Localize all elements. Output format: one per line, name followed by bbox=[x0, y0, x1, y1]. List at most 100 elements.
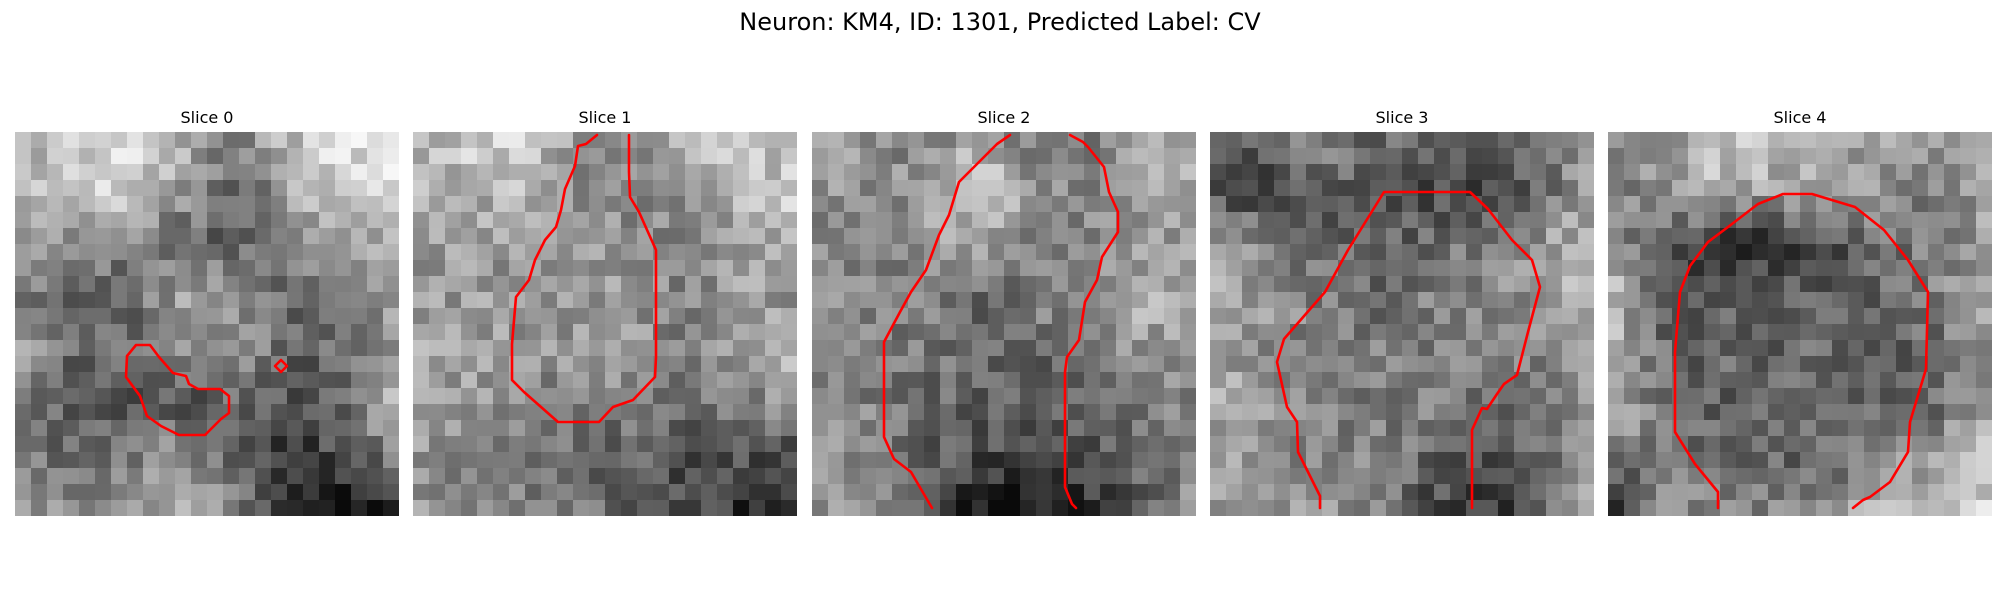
pixel bbox=[1530, 180, 1546, 196]
pixel bbox=[1688, 436, 1704, 452]
pixel bbox=[319, 452, 335, 468]
pixel bbox=[844, 500, 860, 516]
pixel bbox=[1258, 404, 1274, 420]
pixel bbox=[1498, 468, 1514, 484]
pixel bbox=[1848, 196, 1864, 212]
pixel bbox=[1880, 372, 1896, 388]
pixel bbox=[1306, 388, 1322, 404]
pixel bbox=[1578, 420, 1594, 436]
pixel bbox=[924, 340, 940, 356]
pixel bbox=[239, 276, 255, 292]
pixel bbox=[1656, 452, 1672, 468]
pixel bbox=[892, 212, 908, 228]
pixel bbox=[1052, 340, 1068, 356]
pixel bbox=[557, 260, 573, 276]
pixel bbox=[1418, 372, 1434, 388]
pixel bbox=[781, 500, 797, 516]
pixel bbox=[445, 132, 461, 148]
pixel bbox=[1450, 436, 1466, 452]
pixel bbox=[1656, 244, 1672, 260]
pixel bbox=[477, 180, 493, 196]
pixel bbox=[1704, 404, 1720, 420]
pixel bbox=[1052, 356, 1068, 372]
pixel bbox=[367, 228, 383, 244]
pixel bbox=[1052, 324, 1068, 340]
pixel bbox=[765, 228, 781, 244]
pixel bbox=[1928, 500, 1944, 516]
pixel bbox=[1816, 292, 1832, 308]
pixel bbox=[1896, 324, 1912, 340]
pixel bbox=[828, 388, 844, 404]
pixel bbox=[1896, 276, 1912, 292]
pixel bbox=[223, 356, 239, 372]
pixel bbox=[828, 500, 844, 516]
pixel bbox=[972, 308, 988, 324]
pixel bbox=[844, 244, 860, 260]
pixel bbox=[844, 404, 860, 420]
pixel bbox=[1752, 324, 1768, 340]
pixel bbox=[1068, 420, 1084, 436]
pixel bbox=[223, 212, 239, 228]
pixel bbox=[1116, 196, 1132, 212]
pixel bbox=[207, 276, 223, 292]
pixel bbox=[287, 420, 303, 436]
pixel bbox=[1848, 420, 1864, 436]
pixel bbox=[541, 148, 557, 164]
pixel bbox=[1386, 148, 1402, 164]
slice-title: Slice 4 bbox=[1773, 108, 1827, 127]
pixel bbox=[47, 388, 63, 404]
pixel bbox=[445, 164, 461, 180]
pixel bbox=[1498, 308, 1514, 324]
pixel bbox=[1578, 388, 1594, 404]
pixel bbox=[223, 260, 239, 276]
pixel bbox=[1656, 388, 1672, 404]
pixel bbox=[429, 244, 445, 260]
pixel bbox=[79, 372, 95, 388]
pixel bbox=[1242, 164, 1258, 180]
pixel bbox=[589, 228, 605, 244]
pixel bbox=[1180, 148, 1196, 164]
pixel bbox=[1896, 484, 1912, 500]
pixel bbox=[79, 420, 95, 436]
pixel bbox=[876, 228, 892, 244]
pixel bbox=[335, 452, 351, 468]
pixel bbox=[1084, 180, 1100, 196]
pixel bbox=[351, 164, 367, 180]
pixel bbox=[95, 164, 111, 180]
pixel bbox=[191, 324, 207, 340]
pixel bbox=[239, 196, 255, 212]
pixel bbox=[525, 228, 541, 244]
pixel bbox=[461, 196, 477, 212]
pixel bbox=[1338, 164, 1354, 180]
pixel bbox=[1450, 324, 1466, 340]
pixel bbox=[605, 132, 621, 148]
pixel bbox=[1100, 452, 1116, 468]
pixel bbox=[1450, 196, 1466, 212]
pixel bbox=[749, 244, 765, 260]
pixel bbox=[765, 324, 781, 340]
pixel bbox=[63, 484, 79, 500]
pixel bbox=[1020, 340, 1036, 356]
pixel bbox=[749, 500, 765, 516]
pixel bbox=[1148, 420, 1164, 436]
pixel bbox=[844, 148, 860, 164]
pixel bbox=[477, 164, 493, 180]
pixel bbox=[1640, 468, 1656, 484]
pixel bbox=[1800, 436, 1816, 452]
pixel bbox=[1656, 484, 1672, 500]
pixel bbox=[1800, 452, 1816, 468]
pixel bbox=[47, 436, 63, 452]
pixel bbox=[1434, 260, 1450, 276]
pixel bbox=[1466, 260, 1482, 276]
pixel bbox=[1226, 148, 1242, 164]
pixel bbox=[111, 324, 127, 340]
pixel bbox=[669, 180, 685, 196]
pixel bbox=[95, 132, 111, 148]
pixel bbox=[159, 308, 175, 324]
pixel bbox=[15, 484, 31, 500]
pixel bbox=[461, 436, 477, 452]
pixel bbox=[1210, 132, 1226, 148]
pixel bbox=[367, 356, 383, 372]
pixel bbox=[1226, 132, 1242, 148]
pixel bbox=[1164, 308, 1180, 324]
